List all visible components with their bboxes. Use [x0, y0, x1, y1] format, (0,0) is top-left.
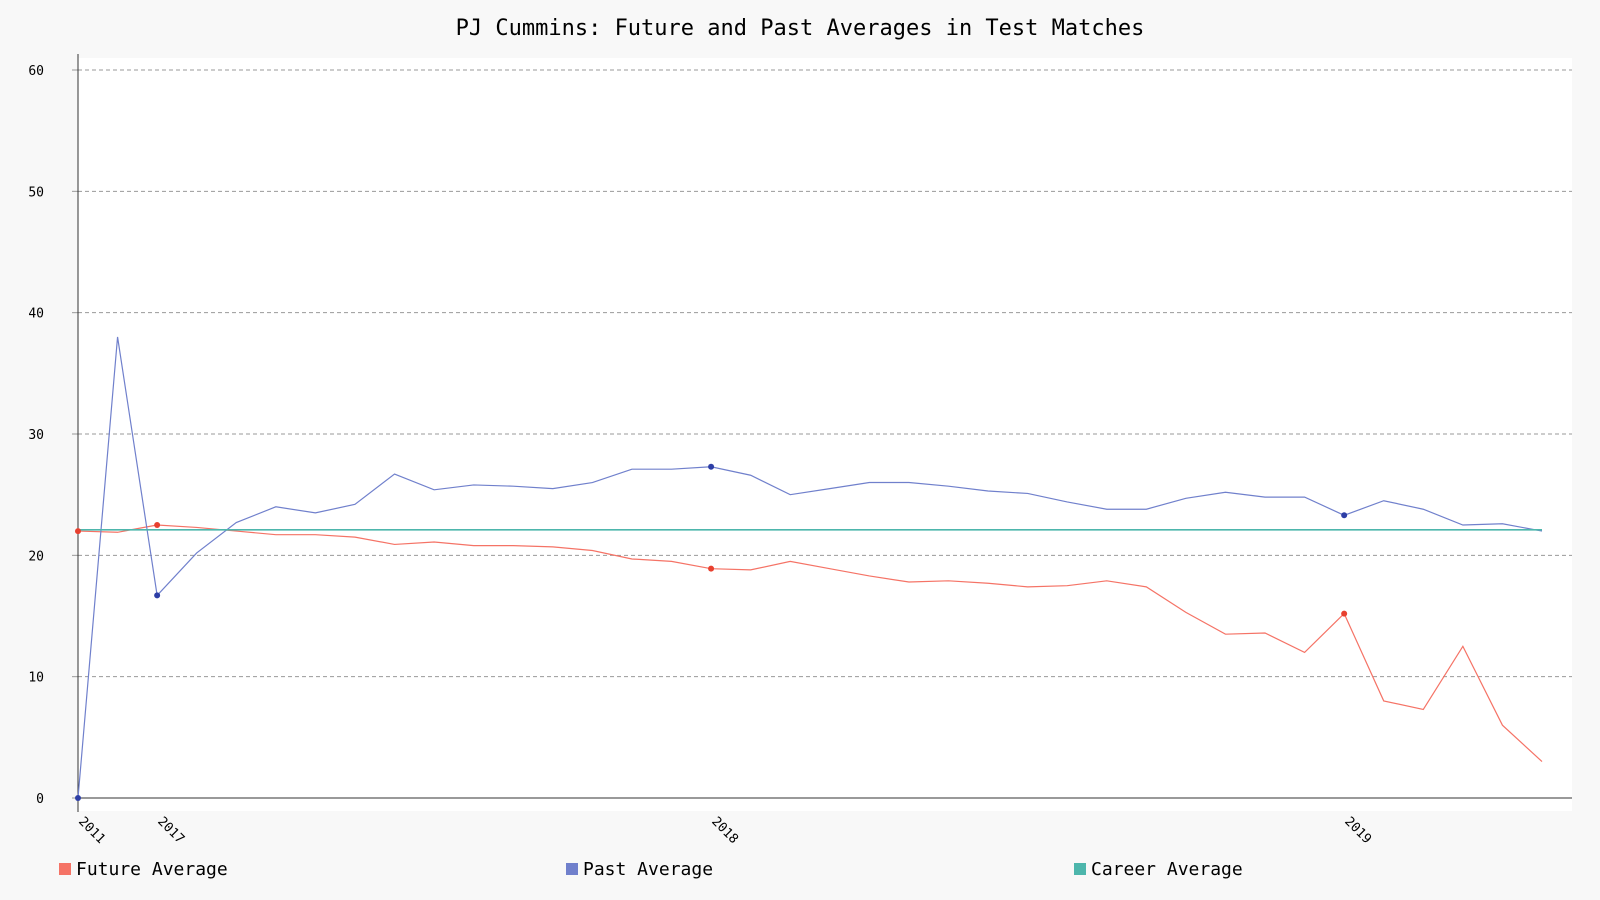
- legend-item-past-average[interactable]: Past Average: [566, 859, 713, 880]
- y-tick-label: 40: [28, 307, 44, 322]
- y-tick-label: 0: [36, 792, 44, 807]
- legend-label: Past Average: [583, 859, 713, 880]
- future-average-point: [708, 565, 715, 572]
- chart-title: PJ Cummins: Future and Past Averages in …: [456, 16, 1145, 41]
- x-tick-label: 2011: [75, 814, 108, 847]
- future-average-point: [75, 528, 81, 535]
- y-tick-label: 20: [28, 549, 44, 564]
- legend-swatch: [566, 863, 578, 875]
- legend-swatch: [59, 863, 71, 875]
- legend[interactable]: Future Average Past Average Career Average: [59, 859, 1243, 880]
- x-tick-label: 2019: [1341, 814, 1374, 847]
- past-average-point: [708, 463, 715, 470]
- legend-label: Future Average: [76, 859, 228, 880]
- future-average-line: [77, 524, 1543, 763]
- past-average-line: [77, 336, 1543, 799]
- legend-label: Career Average: [1091, 859, 1243, 880]
- series-layer: [77, 336, 1543, 799]
- legend-swatch: [1074, 863, 1086, 875]
- y-tick-label: 10: [28, 671, 44, 686]
- past-average-point: [1341, 512, 1348, 519]
- future-average-point: [154, 522, 161, 528]
- grid-layer: [72, 69, 1572, 799]
- y-tick-label: 60: [28, 64, 44, 79]
- past-average-point: [75, 795, 81, 801]
- future-average-point: [1341, 610, 1348, 617]
- y-tick-labels: 0 10 20 30 40 50 60: [28, 64, 44, 807]
- axes: [77, 54, 1572, 812]
- y-tick-label: 50: [28, 185, 44, 200]
- legend-item-career-average[interactable]: Career Average: [1074, 859, 1243, 880]
- marker-layer: [75, 463, 1348, 801]
- x-tick-label: 2018: [708, 814, 741, 847]
- legend-item-future-average[interactable]: Future Average: [59, 859, 228, 880]
- x-tick-label: 2017: [154, 814, 187, 847]
- y-tick-label: 30: [28, 428, 44, 443]
- past-average-point: [154, 592, 161, 599]
- x-tick-labels: 2011 2017 2018 2019: [75, 814, 1374, 847]
